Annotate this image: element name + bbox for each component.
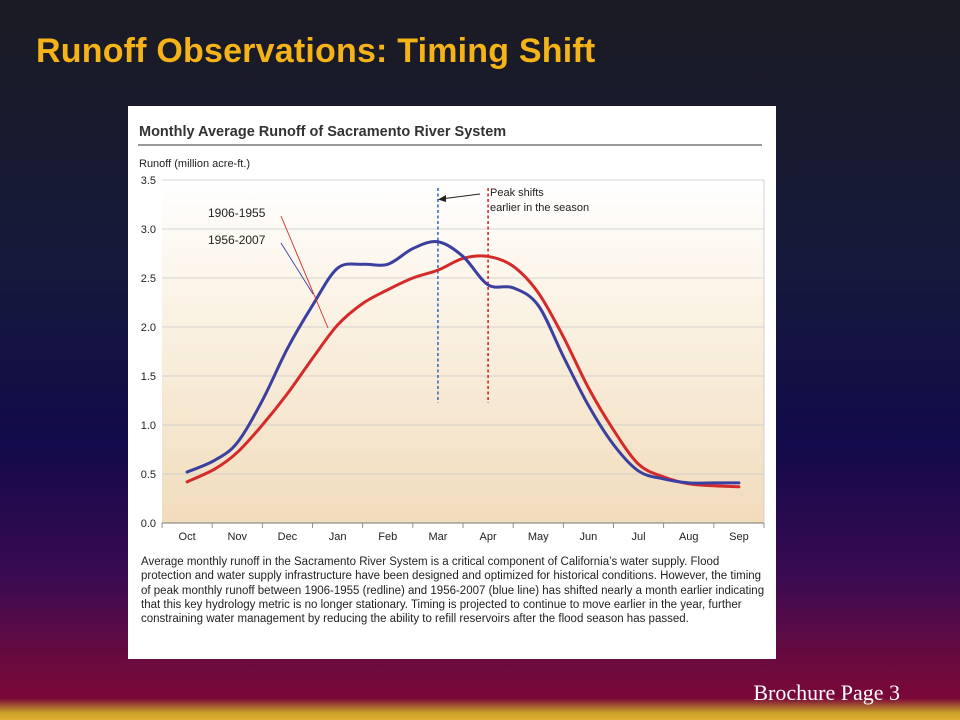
figure-panel: Monthly Average Runoff of Sacramento Riv…: [128, 106, 776, 659]
annotation-line-2: earlier in the season: [490, 202, 589, 214]
x-tick-label-jan: Jan: [329, 531, 347, 543]
x-tick-label-aug: Aug: [679, 531, 699, 543]
y-tick-label: 3.0: [141, 224, 156, 236]
x-tick-marks: [161, 523, 765, 528]
plot-area: [162, 180, 764, 523]
y-axis-title: Runoff (million acre-ft.): [139, 158, 250, 170]
annotation-arrowhead: [438, 195, 446, 202]
x-tick-label-feb: Feb: [378, 531, 397, 543]
figure-title-bar: Monthly Average Runoff of Sacramento Riv…: [138, 114, 762, 146]
annotation-arrow: [440, 193, 481, 200]
x-tick-label-mar: Mar: [428, 531, 447, 543]
x-tick-label-dec: Dec: [278, 531, 298, 543]
peak-annotation: Peak shifts earlier in the season: [438, 187, 589, 214]
x-tick-label-jun: Jun: [580, 531, 598, 543]
brochure-page-label: Brochure Page 3: [753, 680, 900, 705]
chart-title: Monthly Average Runoff of Sacramento Riv…: [139, 124, 507, 140]
legend-label-1906-1955: 1906-1955: [208, 206, 266, 220]
x-tick-label-may: May: [528, 531, 549, 543]
y-tick-labels: 0.0 0.5 1.0 1.5 2.0 2.5 3.0 3.5: [141, 175, 156, 530]
y-tick-label: 1.5: [141, 371, 156, 383]
figure-caption: Average monthly runoff in the Sacramento…: [141, 556, 765, 626]
series-lines: [185, 240, 741, 489]
x-tick-label-oct: Oct: [179, 531, 196, 543]
x-tick-label-sep: Sep: [729, 531, 749, 543]
annotation-line-1: Peak shifts: [490, 187, 544, 199]
legend-label-1956-2007: 1956-2007: [208, 233, 266, 247]
y-tick-label: 2.5: [141, 273, 156, 285]
legend: 1906-1955 1956-2007: [208, 206, 329, 329]
x-tick-labels: Oct Nov Dec Jan Feb Mar Apr May Jun Jul Aug Sep: [179, 531, 749, 543]
y-tick-label: 2.0: [141, 322, 156, 334]
slide-title: Runoff Observations: Timing Shift: [36, 32, 596, 70]
legend-leader-1906-1955: [280, 215, 329, 329]
peak-markers: [437, 188, 489, 403]
x-tick-label-apr: Apr: [480, 531, 497, 543]
runoff-chart: 0.0 0.5 1.0 1.5 2.0 2.5 3.0 3.5 Oct Nov Dec Jan Feb…: [139, 158, 765, 543]
legend-leader-1956-2007: [280, 242, 314, 295]
y-tick-label: 0.0: [141, 518, 156, 530]
x-tick-label-nov: Nov: [227, 531, 247, 543]
x-tick-label-jul: Jul: [632, 531, 646, 543]
y-tick-label: 3.5: [141, 175, 156, 187]
y-tick-label: 1.0: [141, 420, 156, 432]
y-tick-label: 0.5: [141, 469, 156, 481]
series-line-1956-2007: [185, 240, 741, 485]
